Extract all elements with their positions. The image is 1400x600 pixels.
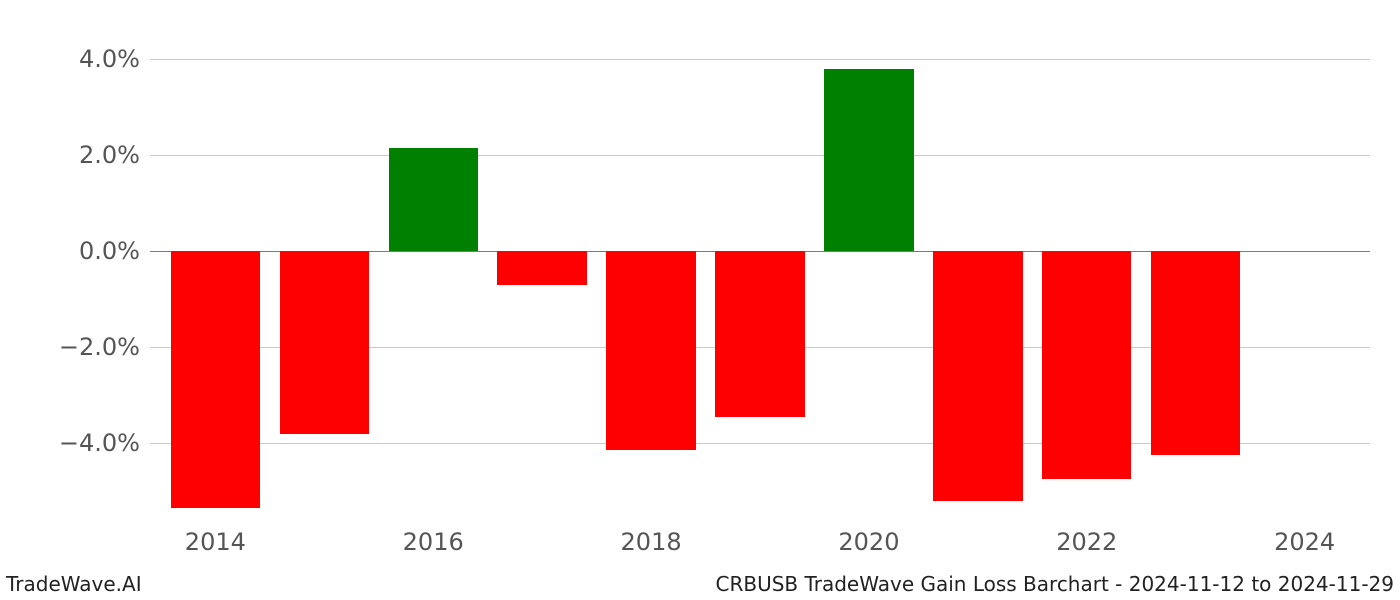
watermark-left: TradeWave.AI	[6, 572, 142, 596]
gridline	[150, 155, 1370, 156]
bar	[1151, 251, 1240, 455]
y-tick-label: −2.0%	[59, 333, 150, 361]
bar	[497, 251, 586, 285]
bar	[389, 148, 478, 251]
y-tick-label: 0.0%	[79, 237, 150, 265]
x-tick-label: 2020	[838, 520, 899, 556]
x-tick-label: 2016	[403, 520, 464, 556]
y-tick-label: −4.0%	[59, 429, 150, 457]
plot-area: −4.0%−2.0%0.0%2.0%4.0%201420162018202020…	[150, 40, 1370, 520]
x-tick-label: 2018	[621, 520, 682, 556]
caption-right: CRBUSB TradeWave Gain Loss Barchart - 20…	[715, 572, 1394, 596]
figure: −4.0% −2.0% 0.0% 2.0% 4.0% 2014 2016 2018 2020 20…	[0, 0, 1400, 600]
x-tick-label: 2014	[185, 520, 246, 556]
gridline	[150, 59, 1370, 60]
x-tick-label: 2022	[1056, 520, 1117, 556]
bar	[280, 251, 369, 433]
y-tick-label: 2.0%	[79, 141, 150, 169]
y-tick-label: 4.0%	[79, 45, 150, 73]
bar	[824, 69, 913, 251]
bar	[715, 251, 804, 417]
x-tick-label: 2024	[1274, 520, 1335, 556]
bar	[1042, 251, 1131, 479]
bar	[606, 251, 695, 450]
bar	[933, 251, 1022, 501]
bar	[171, 251, 260, 508]
